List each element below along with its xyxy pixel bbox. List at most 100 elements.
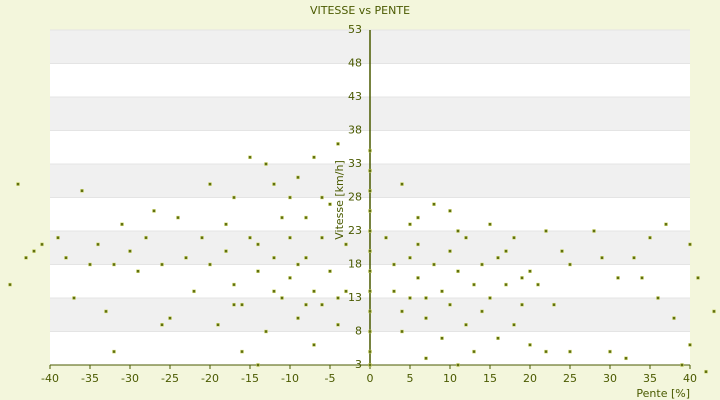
- point: [328, 269, 332, 273]
- point: [464, 235, 468, 240]
- y-tick-label: 38: [348, 124, 362, 137]
- point: [568, 262, 572, 267]
- point: [480, 262, 484, 267]
- point: [496, 336, 500, 340]
- point: [440, 336, 444, 340]
- x-tick-label: -10: [281, 372, 299, 385]
- point: [552, 302, 556, 307]
- point: [472, 349, 476, 354]
- point: [240, 349, 244, 354]
- point: [456, 363, 460, 367]
- point: [648, 235, 652, 240]
- point: [400, 182, 404, 186]
- y-tick-label: 48: [348, 57, 362, 70]
- x-tick-label: -5: [325, 372, 336, 385]
- point: [520, 276, 524, 280]
- point: [512, 323, 516, 327]
- x-tick-label: 10: [443, 372, 457, 385]
- point: [464, 323, 468, 327]
- y-tick-label: 18: [348, 258, 362, 271]
- point: [456, 229, 460, 233]
- point: [448, 249, 452, 253]
- point: [688, 242, 692, 247]
- point: [400, 329, 404, 334]
- point: [72, 296, 76, 300]
- point: [120, 222, 124, 227]
- point: [544, 349, 548, 354]
- point: [336, 323, 340, 327]
- x-tick-label: -30: [121, 372, 139, 385]
- point: [176, 215, 180, 220]
- point: [440, 289, 444, 294]
- point: [192, 289, 196, 294]
- point: [632, 256, 636, 260]
- point: [80, 189, 84, 193]
- point: [392, 262, 396, 267]
- x-tick-label: 0: [367, 372, 374, 385]
- point: [216, 323, 220, 327]
- point: [96, 242, 100, 247]
- point: [160, 323, 164, 327]
- point: [400, 309, 404, 314]
- point: [696, 276, 700, 280]
- point: [408, 256, 412, 260]
- point: [704, 369, 708, 374]
- point: [224, 249, 228, 253]
- y-tick-label: 43: [348, 90, 362, 103]
- point: [448, 302, 452, 307]
- point: [368, 148, 372, 153]
- point: [368, 209, 372, 213]
- point: [184, 256, 188, 260]
- point: [656, 296, 660, 300]
- point: [616, 276, 620, 280]
- point: [8, 282, 12, 287]
- point: [416, 215, 420, 220]
- point: [600, 256, 604, 260]
- point: [152, 209, 156, 213]
- point: [208, 262, 212, 267]
- x-tick-label: -20: [201, 372, 219, 385]
- y-tick-label: 13: [348, 291, 362, 304]
- point: [416, 276, 420, 280]
- point: [296, 316, 300, 320]
- point: [112, 262, 116, 267]
- point: [712, 309, 716, 314]
- point: [392, 289, 396, 294]
- point: [312, 343, 316, 347]
- y-tick-label: 53: [348, 23, 362, 36]
- point: [480, 309, 484, 314]
- point: [320, 302, 324, 307]
- y-tick-label: 8: [355, 325, 362, 338]
- point: [304, 215, 308, 220]
- point: [296, 262, 300, 267]
- y-tick-label: 28: [348, 191, 362, 204]
- point: [112, 349, 116, 354]
- x-tick-label: 5: [407, 372, 414, 385]
- point: [336, 142, 340, 146]
- point: [224, 222, 228, 227]
- point: [200, 235, 204, 240]
- point: [280, 296, 284, 300]
- point: [344, 242, 348, 247]
- point: [640, 276, 644, 280]
- point: [288, 235, 292, 240]
- point: [424, 296, 428, 300]
- point: [272, 256, 276, 260]
- point: [336, 296, 340, 300]
- point: [384, 235, 388, 240]
- point: [344, 289, 348, 294]
- point: [232, 282, 236, 287]
- point: [368, 249, 372, 253]
- point: [264, 162, 268, 166]
- point: [368, 229, 372, 233]
- point: [368, 349, 372, 354]
- point: [328, 202, 332, 206]
- point: [136, 269, 140, 273]
- point: [568, 349, 572, 354]
- point: [408, 222, 412, 227]
- point: [368, 329, 372, 334]
- point: [512, 235, 516, 240]
- point: [264, 329, 268, 334]
- point: [424, 356, 428, 361]
- point: [504, 249, 508, 253]
